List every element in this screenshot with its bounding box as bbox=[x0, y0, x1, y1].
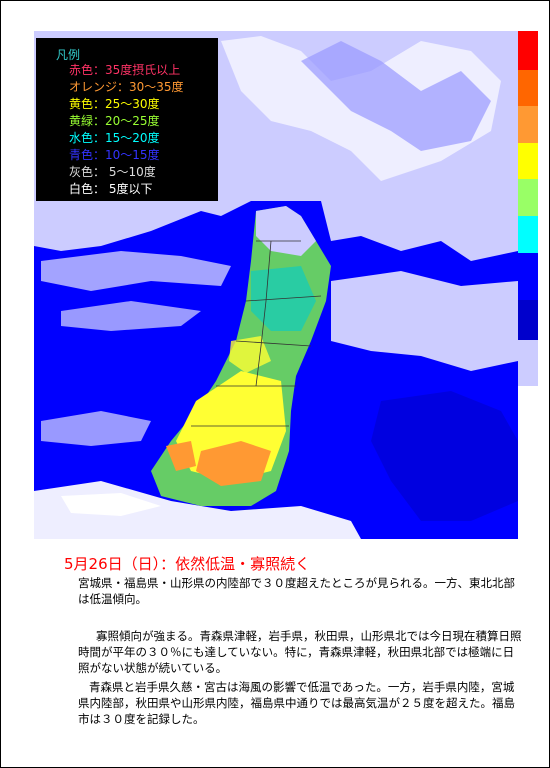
legend-item: 黄緑：20～25度 bbox=[69, 114, 160, 128]
legend-item: 青色：10～15度 bbox=[69, 148, 160, 162]
legend-item: 水色：15～20度 bbox=[69, 131, 160, 145]
paragraph: 宮城県・福島県・山形県の内陸部で３０度超えたところが見られる。一方、東北北部は低… bbox=[78, 576, 515, 606]
legend-item: 赤色：35度摂氏以上 bbox=[69, 63, 181, 77]
legend-title: 凡例 bbox=[56, 48, 81, 62]
temperature-map bbox=[34, 31, 538, 539]
report-title: 5月26日（日）：依然低温・寡照続く bbox=[64, 555, 311, 573]
legend-item: 白色： 5度以下 bbox=[69, 182, 153, 196]
legend-item: 灰色： 5～10度 bbox=[69, 165, 156, 179]
legend-item: 黄色：25～30度 bbox=[69, 97, 160, 111]
legend: 凡例 赤色：35度摂氏以上 オレンジ：30～35度 黄色：25～30度 黄緑：20～2… bbox=[36, 38, 218, 201]
legend-item: オレンジ：30～35度 bbox=[69, 80, 184, 94]
paragraph: 青森県と岩手県久慈・宮古は海風の影響で低温であった。一方，岩手県内陸，宮城県内陸… bbox=[78, 680, 515, 726]
paragraph: 寡照傾向が強まる。青森県津軽，岩手県，秋田県，山形県北では今日現在積算日照時間が… bbox=[78, 629, 522, 675]
